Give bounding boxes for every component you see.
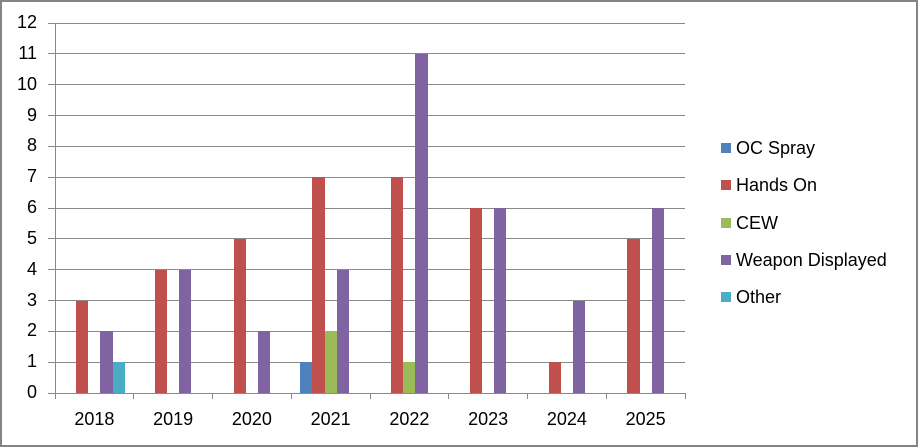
x-tick-5	[448, 393, 450, 399]
legend-marker-cew	[721, 217, 731, 228]
x-axis-label-2020: 2020	[231, 409, 272, 429]
bar-2022-weapon-displayed	[415, 53, 428, 393]
x-tick-2	[212, 393, 213, 399]
y-axis-label-0: 0	[26, 382, 37, 402]
x-tick-8	[684, 393, 686, 399]
y-axis-label-1: 1	[26, 351, 37, 372]
x-axis-label-2024: 2024	[546, 409, 587, 429]
bar-2021-weapon-displayed	[336, 269, 349, 393]
gridline-9	[55, 115, 685, 116]
bar-2022-cew	[403, 362, 416, 393]
y-axis-label-11: 11	[18, 42, 37, 63]
y-tick-0	[48, 392, 55, 394]
y-axis-label-2: 2	[26, 320, 37, 341]
x-axis	[55, 392, 685, 394]
gridline-8	[55, 145, 685, 147]
y-tick-7	[48, 176, 55, 178]
x-tick-6	[527, 393, 528, 399]
gridline-1	[55, 361, 685, 363]
bar-2021-hands-on	[312, 177, 325, 393]
gridline-12	[55, 22, 685, 24]
y-axis-label-8: 8	[26, 135, 37, 156]
bar-2019-weapon-displayed	[179, 269, 192, 393]
bar-2020-weapon-displayed	[257, 331, 271, 393]
bar-2023-weapon-displayed	[494, 208, 507, 393]
x-tick-7	[605, 393, 607, 399]
x-tick-0	[54, 393, 56, 399]
bar-2022-hands-on	[391, 177, 404, 393]
legend-item-hands-on: Hands On	[721, 173, 817, 197]
gridline-4	[55, 269, 685, 271]
x-axis-label-2025: 2025	[625, 409, 666, 429]
y-axis-label-3: 3	[26, 289, 37, 310]
y-tick-5	[48, 238, 55, 240]
legend-label-cew: CEW	[736, 212, 778, 233]
bar-2018-hands-on	[76, 300, 89, 393]
legend-item-cew: CEW	[721, 211, 778, 235]
x-axis-label-2018: 2018	[74, 409, 115, 429]
y-axis-label-7: 7	[26, 166, 37, 187]
y-axis-label-12: 12	[16, 12, 37, 32]
legend-label-oc-spray: OC Spray	[736, 138, 816, 159]
legend-item-other: Other	[721, 285, 781, 309]
bar-2023-hands-on	[469, 208, 483, 393]
bar-2018-other	[112, 362, 125, 393]
gridline-6	[55, 207, 685, 209]
y-tick-10	[48, 84, 55, 86]
x-axis-label-2021: 2021	[310, 409, 351, 429]
bar-2019-hands-on	[154, 269, 168, 393]
legend-marker-weapon-displayed	[721, 254, 731, 265]
y-axis-label-4: 4	[26, 258, 37, 279]
x-tick-4	[369, 393, 371, 399]
y-tick-11	[48, 53, 55, 55]
legend-marker-oc-spray	[721, 143, 731, 154]
gridline-7	[55, 176, 685, 178]
legend-item-weapon-displayed: Weapon Displayed	[721, 248, 887, 272]
bar-2020-hands-on	[233, 238, 246, 393]
y-axis-label-6: 6	[26, 197, 37, 217]
gridline-3	[55, 300, 685, 301]
x-axis-label-2022: 2022	[389, 409, 430, 429]
legend-label-other: Other	[736, 286, 782, 307]
y-tick-3	[48, 300, 55, 301]
y-axis-label-9: 9	[26, 104, 37, 125]
legend-item-oc-spray: OC Spray	[721, 136, 815, 160]
gridline-5	[55, 238, 685, 240]
y-axis-label-5: 5	[26, 227, 37, 248]
bar-2025-hands-on	[627, 238, 640, 393]
bar-2024-weapon-displayed	[572, 300, 586, 393]
y-axis-label-10: 10	[16, 73, 37, 94]
bar-2024-hands-on	[548, 362, 561, 393]
gridline-2	[55, 330, 685, 332]
legend-marker-other	[721, 291, 731, 302]
legend-label-weapon-displayed: Weapon Displayed	[736, 249, 887, 270]
x-tick-1	[133, 393, 135, 399]
y-axis	[55, 23, 56, 393]
y-tick-6	[48, 207, 55, 209]
x-axis-label-2019: 2019	[153, 409, 194, 429]
gridline-11	[55, 53, 685, 55]
y-tick-9	[48, 115, 55, 116]
bar-2021-cew	[324, 331, 337, 393]
bar-2018-weapon-displayed	[100, 331, 113, 393]
y-tick-4	[48, 269, 55, 271]
y-tick-1	[48, 361, 55, 363]
legend-marker-hands-on	[721, 180, 731, 191]
x-axis-label-2023: 2023	[468, 409, 509, 429]
y-tick-8	[48, 145, 55, 147]
bar-2025-weapon-displayed	[651, 208, 664, 393]
y-tick-2	[48, 330, 55, 332]
gridline-10	[55, 84, 685, 86]
y-tick-12	[48, 22, 55, 24]
legend-label-hands-on: Hands On	[736, 175, 818, 196]
bar-2021-oc-spray	[300, 362, 313, 393]
x-tick-3	[290, 393, 292, 399]
